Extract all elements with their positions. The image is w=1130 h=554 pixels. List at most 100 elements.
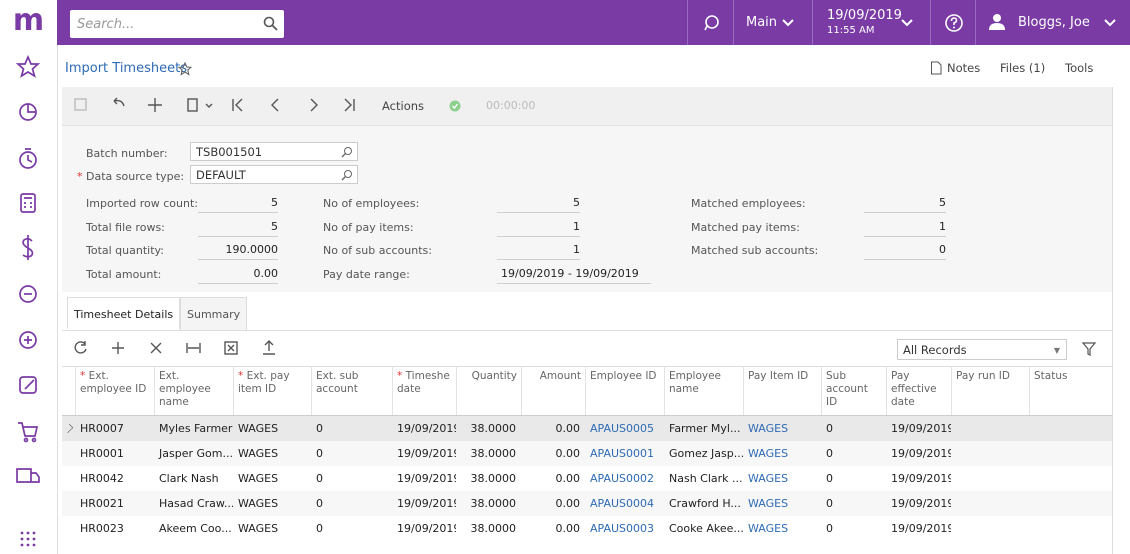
grid-row[interactable] bbox=[62, 466, 1112, 491]
upload-button[interactable] bbox=[263, 340, 275, 355]
grid-cell: Cooke Akee... bbox=[669, 522, 743, 535]
workspace-menu[interactable]: Main bbox=[733, 0, 813, 45]
user-name: Bloggs, Joe bbox=[1018, 15, 1090, 30]
summary-label: Imported row count: bbox=[86, 197, 198, 210]
logo[interactable]: m bbox=[0, 0, 57, 45]
summary-value: 5 bbox=[198, 217, 278, 237]
column-header[interactable]: Employee ID bbox=[585, 366, 664, 415]
filter-value: All Records bbox=[903, 343, 967, 357]
records-filter[interactable]: All Records ▼ bbox=[897, 339, 1067, 360]
column-header[interactable]: Amount bbox=[521, 366, 585, 415]
grid-row[interactable] bbox=[62, 416, 1112, 441]
grid-cell[interactable]: APAUS0004 bbox=[590, 497, 655, 510]
undo-button[interactable] bbox=[113, 97, 125, 107]
column-header[interactable]: Ext. employee ID bbox=[75, 366, 154, 415]
save-button[interactable] bbox=[74, 98, 87, 111]
workspace: Main bbox=[746, 15, 778, 30]
column-header[interactable]: Ext. pay item ID bbox=[233, 366, 311, 415]
column-header[interactable]: Timeshe date bbox=[392, 366, 456, 415]
favorite-star[interactable] bbox=[178, 62, 192, 76]
field-input[interactable]: TSB001501 bbox=[190, 142, 358, 161]
field-input[interactable]: DEFAULT bbox=[190, 165, 358, 184]
summary-value: 190.0000 bbox=[198, 240, 278, 260]
grid-cell[interactable]: WAGES bbox=[748, 497, 789, 510]
time-icon[interactable] bbox=[19, 151, 37, 169]
column-header[interactable]: Status bbox=[1029, 366, 1112, 415]
favorites-icon[interactable] bbox=[15, 54, 41, 78]
summary-value: 19/09/2019 - 19/09/2019 bbox=[497, 264, 651, 284]
grid-cell[interactable]: APAUS0001 bbox=[590, 447, 655, 460]
export-button[interactable] bbox=[224, 341, 238, 355]
tools-menu[interactable]: Tools bbox=[1065, 61, 1094, 75]
grid-cell: 19/09/2019 bbox=[891, 497, 951, 510]
grid-header-border bbox=[62, 415, 1112, 416]
grid-cell[interactable]: WAGES bbox=[748, 447, 789, 460]
grid-cell[interactable]: APAUS0003 bbox=[590, 522, 655, 535]
notes-link[interactable]: Notes bbox=[947, 61, 981, 75]
grid-cell: 0.00 bbox=[555, 422, 581, 435]
date-menu[interactable]: 19/09/2019 11:55 AM bbox=[812, 0, 931, 45]
grid-cell: WAGES bbox=[238, 472, 279, 485]
grid-cell: 0.00 bbox=[555, 522, 581, 535]
grid-row[interactable] bbox=[62, 516, 1112, 541]
grid-cell: WAGES bbox=[238, 522, 279, 535]
grid-row[interactable] bbox=[62, 491, 1112, 516]
grid-cell[interactable]: APAUS0002 bbox=[590, 472, 655, 485]
column-header[interactable]: Pay run ID bbox=[951, 366, 1029, 415]
grid-cell[interactable]: WAGES bbox=[748, 422, 789, 435]
sales-icon[interactable] bbox=[19, 376, 37, 394]
search-box[interactable]: Search... bbox=[70, 10, 284, 38]
lookup-icon[interactable] bbox=[341, 169, 353, 181]
user-menu[interactable]: Bloggs, Joe bbox=[975, 0, 1130, 45]
column-header[interactable]: Ext. sub account bbox=[311, 366, 392, 415]
add-button[interactable] bbox=[148, 98, 162, 112]
column-header[interactable]: Ext. employee name bbox=[154, 366, 233, 415]
help-button[interactable] bbox=[930, 0, 976, 45]
purchases-icon[interactable] bbox=[18, 422, 39, 437]
lookup-icon[interactable] bbox=[341, 146, 353, 158]
column-header[interactable]: Sub account ID bbox=[821, 366, 886, 415]
copy-button[interactable] bbox=[187, 98, 198, 112]
summary-label: No of pay items: bbox=[323, 220, 414, 234]
payables-icon[interactable] bbox=[19, 285, 37, 303]
receivables-icon[interactable] bbox=[19, 331, 37, 349]
banking-icon[interactable] bbox=[22, 235, 34, 260]
inventory-icon[interactable] bbox=[16, 468, 40, 483]
finance-icon[interactable] bbox=[20, 193, 36, 213]
column-header[interactable]: Pay Item ID bbox=[743, 366, 821, 415]
grid-cell: HR0023 bbox=[80, 522, 124, 535]
add-row-button[interactable] bbox=[112, 342, 124, 354]
last-button[interactable] bbox=[344, 98, 355, 112]
more-icon[interactable] bbox=[20, 531, 36, 547]
column-header[interactable]: Quantity bbox=[456, 366, 521, 415]
tab[interactable]: Timesheet Details bbox=[67, 297, 181, 330]
actions-menu[interactable]: Actions bbox=[382, 99, 425, 113]
next-button[interactable] bbox=[310, 98, 318, 112]
chevron bbox=[901, 19, 913, 27]
grid-cell: 19/09/2019 bbox=[397, 422, 456, 435]
column-header[interactable]: Pay effective date bbox=[886, 366, 951, 415]
filter-button[interactable] bbox=[1081, 341, 1097, 357]
summary-label: No of sub accounts: bbox=[323, 244, 432, 257]
grid-cell[interactable]: WAGES bbox=[748, 522, 789, 535]
refresh-button[interactable] bbox=[74, 341, 87, 354]
time: 11:55 AM bbox=[827, 25, 875, 36]
chat-button[interactable] bbox=[687, 0, 734, 45]
grid-cell: 0 bbox=[316, 422, 323, 435]
grid-cell[interactable]: WAGES bbox=[748, 472, 789, 485]
files-link[interactable]: Files (1) bbox=[1000, 61, 1046, 75]
search-icon[interactable] bbox=[263, 16, 279, 32]
previous-button[interactable] bbox=[271, 98, 279, 112]
grid-cell: HR0001 bbox=[80, 447, 124, 460]
tab[interactable]: Summary bbox=[180, 297, 248, 330]
grid-cell: 0.00 bbox=[555, 472, 581, 485]
grid-cell: WAGES bbox=[238, 422, 279, 435]
grid-cell[interactable]: APAUS0005 bbox=[590, 422, 655, 435]
grid-row-selector-header bbox=[62, 366, 75, 415]
grid-cell: Hasad Craw... bbox=[159, 497, 233, 510]
delete-row-button[interactable] bbox=[150, 342, 162, 354]
fit-columns-button[interactable] bbox=[186, 343, 201, 353]
grid-row[interactable] bbox=[62, 441, 1112, 466]
column-header[interactable]: Employee name bbox=[664, 366, 743, 415]
first-button[interactable] bbox=[232, 98, 243, 112]
